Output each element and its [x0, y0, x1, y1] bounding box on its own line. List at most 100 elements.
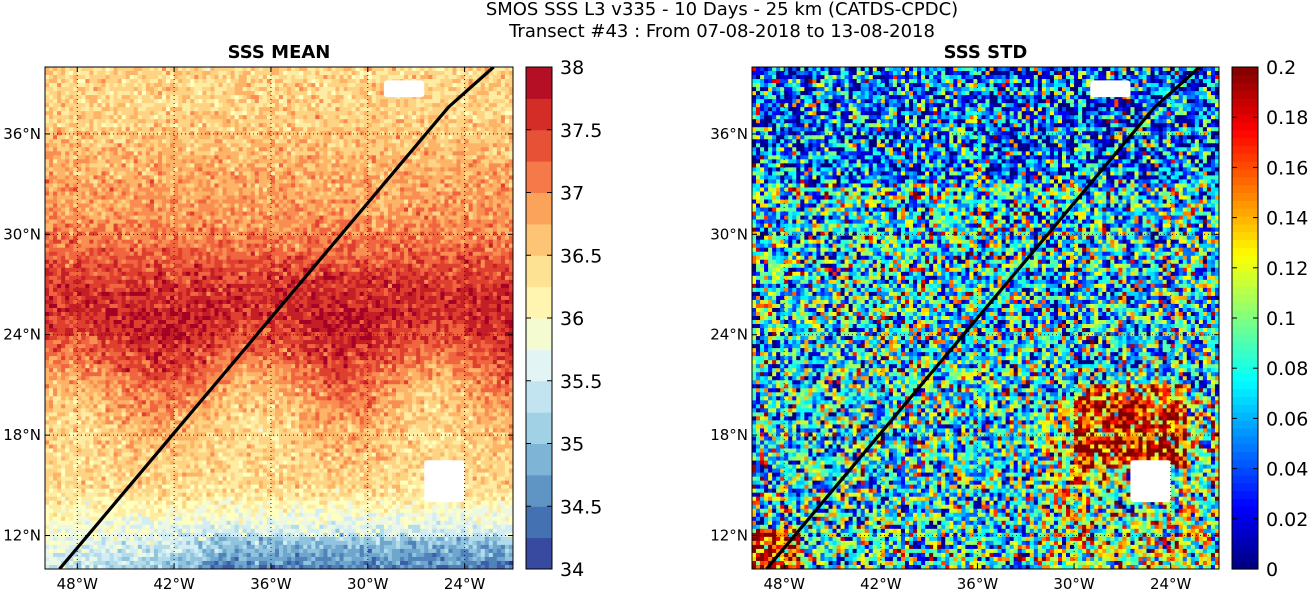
x-tick-label: 42°W: [860, 575, 902, 591]
x-tick-label: 24°W: [444, 575, 486, 591]
colorbar-step: [1232, 98, 1258, 106]
colorbar-step: [1232, 138, 1258, 146]
colorbar: 00.020.040.060.080.10.120.140.160.180.2: [1232, 57, 1308, 581]
colorbar-step: [1232, 553, 1258, 561]
colorbar-step: [1232, 491, 1258, 499]
colorbar-step: [1232, 483, 1258, 491]
colorbar-step: [1232, 545, 1258, 553]
colorbar-tick-label: 0.2: [1266, 57, 1296, 79]
y-tick-label: 18°N: [710, 426, 748, 444]
colorbar-step: [1232, 130, 1258, 138]
colorbar-tick-label: 0.18: [1266, 107, 1308, 129]
colorbar-step: [526, 224, 552, 256]
colorbar-step: [1232, 122, 1258, 130]
heatmap-cells: [45, 67, 514, 570]
colorbar-step: [1232, 506, 1258, 514]
missing-data-patch: [424, 460, 464, 502]
y-tick-label: 24°N: [3, 326, 41, 344]
panel-title: SSS MEAN: [228, 42, 331, 63]
colorbar-step: [1232, 200, 1258, 208]
colorbar-tick-label: 35.5: [560, 371, 602, 393]
colorbar-step: [1232, 193, 1258, 201]
colorbar-step: [1232, 247, 1258, 255]
colorbar-step: [1232, 114, 1258, 122]
colorbar-step: [1232, 459, 1258, 467]
colorbar-step: [1232, 561, 1258, 569]
colorbar-step: [1232, 396, 1258, 404]
x-tick-label: 30°W: [1053, 575, 1095, 591]
colorbar-step: [1232, 255, 1258, 263]
colorbar-step: [1232, 420, 1258, 428]
colorbar-step: [1232, 530, 1258, 538]
colorbar-step: [1232, 271, 1258, 279]
colorbar-step: [526, 318, 552, 350]
colorbar-tick-label: 0.14: [1266, 208, 1308, 230]
colorbar-tick-label: 0.06: [1266, 408, 1308, 430]
colorbar-step: [1232, 349, 1258, 357]
missing-data-patch: [1090, 80, 1130, 97]
colorbar-step: [1232, 310, 1258, 318]
panel-title: SSS STD: [944, 42, 1028, 63]
colorbar-step: [1232, 381, 1258, 389]
colorbar-step: [1232, 444, 1258, 452]
colorbar-step: [1232, 145, 1258, 153]
colorbar-tick-label: 0.16: [1266, 157, 1308, 179]
colorbar-step: [526, 130, 552, 162]
x-tick-label: 48°W: [57, 575, 99, 591]
colorbar-tick-label: 37: [560, 183, 584, 205]
colorbar-step: [1232, 326, 1258, 334]
colorbar-step: [1232, 208, 1258, 216]
colorbar-tick-label: 35: [560, 434, 584, 456]
colorbar-step: [1232, 161, 1258, 169]
x-tick-label: 42°W: [153, 575, 195, 591]
x-tick-label: 48°W: [763, 575, 805, 591]
colorbar-step: [1232, 365, 1258, 373]
colorbar-step: [526, 444, 552, 476]
colorbar-tick-label: 37.5: [560, 120, 602, 142]
y-tick-label: 30°N: [710, 225, 748, 243]
colorbar-tick-label: 0.12: [1266, 258, 1308, 280]
y-tick-label: 30°N: [3, 225, 41, 243]
colorbar-step: [1232, 287, 1258, 295]
colorbar-step: [1232, 232, 1258, 240]
colorbar-step: [1232, 83, 1258, 91]
colorbar-step: [1232, 357, 1258, 365]
colorbar-step: [1232, 318, 1258, 326]
colorbar-step: [1232, 404, 1258, 412]
colorbar-step: [526, 287, 552, 319]
colorbar-step: [1232, 240, 1258, 248]
colorbar-step: [1232, 436, 1258, 444]
colorbar-tick-label: 0.1: [1266, 308, 1296, 330]
colorbar-step: [526, 349, 552, 381]
colorbar-step: [1232, 428, 1258, 436]
colorbar-step: [1232, 538, 1258, 546]
colorbar-step: [1232, 106, 1258, 114]
y-tick-label: 36°N: [3, 125, 41, 143]
colorbar-tick-label: 0.04: [1266, 459, 1308, 481]
missing-data-patch: [384, 80, 424, 97]
colorbar-tick-label: 0.08: [1266, 358, 1308, 380]
colorbar-step: [1232, 91, 1258, 99]
colorbar-step: [1232, 169, 1258, 177]
colorbar-step: [526, 161, 552, 193]
colorbar-tick-label: 38: [560, 57, 584, 79]
y-tick-label: 12°N: [710, 527, 748, 545]
colorbar-step: [1232, 294, 1258, 302]
colorbar-step: [526, 381, 552, 413]
colorbar-step: [1232, 67, 1258, 75]
colorbar-step: [526, 538, 552, 570]
colorbar-step: [1232, 412, 1258, 420]
colorbar-step: [1232, 475, 1258, 483]
x-tick-label: 24°W: [1150, 575, 1192, 591]
colorbar-tick-label: 0: [1266, 559, 1278, 581]
colorbar-tick-label: 36: [560, 308, 584, 330]
colorbar-step: [1232, 177, 1258, 185]
x-tick-label: 30°W: [347, 575, 389, 591]
colorbar-step: [1232, 522, 1258, 530]
colorbar-step: [526, 193, 552, 225]
colorbar-step: [1232, 185, 1258, 193]
